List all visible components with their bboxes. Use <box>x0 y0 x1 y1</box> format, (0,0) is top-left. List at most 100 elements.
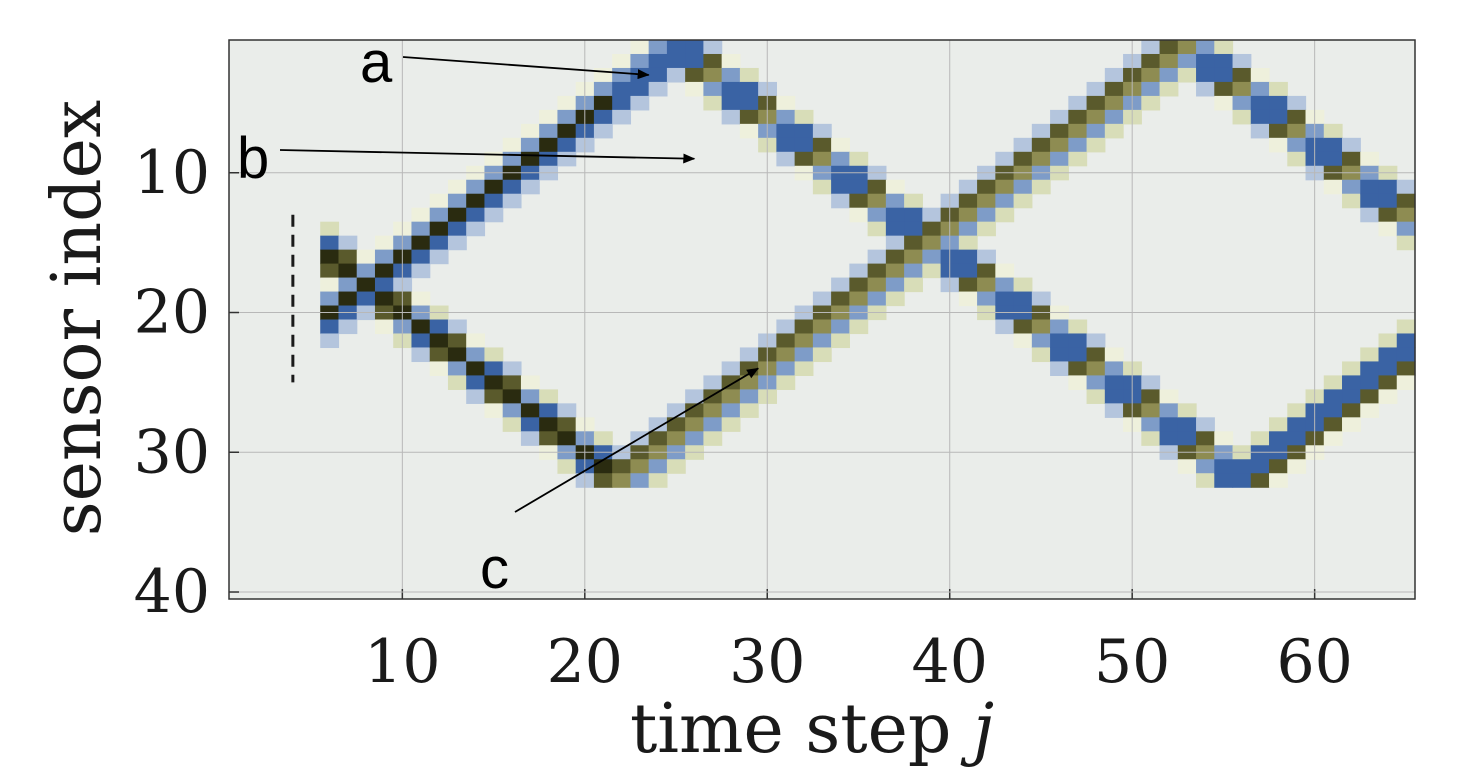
heatmap-cell <box>1050 123 1069 139</box>
heatmap-cell <box>977 291 996 307</box>
heatmap-cell <box>958 263 978 279</box>
heatmap-cell <box>739 375 759 390</box>
heatmap-cell <box>995 263 1015 279</box>
x-axis-label: time step j <box>630 690 994 769</box>
x-axis-variable: j <box>960 690 994 769</box>
heatmap-cell <box>958 235 978 251</box>
heatmap-cell <box>539 151 559 167</box>
heatmap-cell <box>338 249 358 265</box>
heatmap-cell <box>1378 347 1398 363</box>
heatmap-cell <box>1396 347 1416 363</box>
heatmap-cell <box>867 249 887 265</box>
heatmap-cell <box>374 249 394 265</box>
heatmap-cell <box>648 459 668 474</box>
heatmap-cell <box>1086 109 1106 125</box>
heatmap-cell <box>666 417 686 432</box>
heatmap-cell <box>1287 137 1307 153</box>
heatmap-cell <box>1232 95 1252 111</box>
heatmap-cell <box>1360 179 1380 195</box>
heatmap-cell <box>1013 277 1033 293</box>
heatmap-cell <box>1196 67 1215 83</box>
heatmap-cell <box>721 95 741 111</box>
heatmap-cell <box>1196 459 1215 474</box>
heatmap-cell <box>1287 431 1307 446</box>
heatmap-cell <box>447 221 467 237</box>
heatmap-cell <box>502 417 522 432</box>
heatmap-cell <box>374 291 394 307</box>
heatmap-cell <box>1068 151 1088 167</box>
heatmap-cell <box>1287 151 1307 167</box>
heatmap-cell <box>374 277 394 293</box>
heatmap-cell <box>721 81 741 97</box>
heatmap-cell <box>557 151 577 167</box>
heatmap-cell <box>1177 40 1197 55</box>
heatmap-cell <box>1287 95 1307 111</box>
heatmap-cell <box>885 207 905 223</box>
heatmap-cell <box>849 319 869 335</box>
heatmap-cell <box>447 333 467 349</box>
heatmap-cell <box>958 179 978 195</box>
heatmap-cell <box>411 263 431 279</box>
y-tick-label: 30 <box>134 417 210 487</box>
heatmap-cell <box>1360 389 1380 404</box>
heatmap-cell <box>885 221 905 237</box>
heatmap-cell <box>1232 81 1252 97</box>
heatmap-cell <box>429 207 449 223</box>
heatmap-cell <box>612 459 632 474</box>
heatmap-cell <box>922 221 942 237</box>
heatmap-cell <box>1269 459 1288 474</box>
heatmap-cell <box>338 277 358 293</box>
heatmap-cell <box>703 53 723 69</box>
heatmap-cell <box>1269 109 1288 125</box>
heatmap-cell <box>685 403 704 418</box>
heatmap-cell <box>904 235 923 251</box>
heatmap-cell <box>812 179 832 195</box>
heatmap-cell <box>557 137 577 153</box>
heatmap-cell <box>721 389 741 404</box>
heatmap-cell <box>648 53 668 69</box>
heatmap-cell <box>1342 179 1361 195</box>
heatmap-cell <box>1342 193 1361 209</box>
heatmap-cell <box>593 109 613 125</box>
heatmap-cell <box>1068 95 1088 111</box>
heatmap-cell <box>320 221 340 237</box>
heatmap-cell <box>1141 417 1161 432</box>
heatmap-cell <box>1396 235 1416 251</box>
heatmap-cell <box>356 263 376 279</box>
heatmap-cell <box>721 361 741 376</box>
heatmap-cell <box>1342 151 1361 167</box>
heatmap-cell <box>776 95 796 111</box>
heatmap-cell <box>904 277 923 293</box>
heatmap-cell <box>849 151 869 167</box>
heatmap-cell <box>1177 403 1197 418</box>
heatmap-cell <box>557 459 577 474</box>
heatmap-cell <box>466 389 486 404</box>
heatmap-cell <box>685 417 704 432</box>
heatmap-cell <box>1141 403 1161 418</box>
heatmap-cell <box>1250 95 1270 111</box>
heatmap-cell <box>1378 193 1398 209</box>
annotation-arrow-b <box>279 149 696 164</box>
heatmap-cell <box>776 109 796 125</box>
heatmap-cell <box>776 375 796 390</box>
heatmap-cell <box>1378 207 1398 223</box>
heatmap-cell <box>411 249 431 265</box>
heatmap-cell <box>1104 389 1124 404</box>
heatmap-cell <box>1068 347 1088 363</box>
heatmap-cell <box>721 403 741 418</box>
heatmap-cell <box>1177 53 1197 69</box>
heatmap-cell <box>1214 473 1234 488</box>
heatmap-cell <box>1269 95 1288 111</box>
heatmap-cell <box>374 235 394 251</box>
heatmap-cell <box>1214 431 1234 446</box>
heatmap-cell <box>739 81 759 97</box>
heatmap-cell <box>1050 109 1069 125</box>
heatmap-cell <box>831 319 850 335</box>
heatmap-cell <box>1250 81 1270 97</box>
heatmap-cell <box>977 277 996 293</box>
heatmap-cell <box>1214 95 1234 111</box>
heatmap-cell <box>466 361 486 376</box>
heatmap-cell <box>1214 459 1234 474</box>
heatmap-cell <box>1214 67 1234 83</box>
heatmap-cell <box>794 319 814 335</box>
